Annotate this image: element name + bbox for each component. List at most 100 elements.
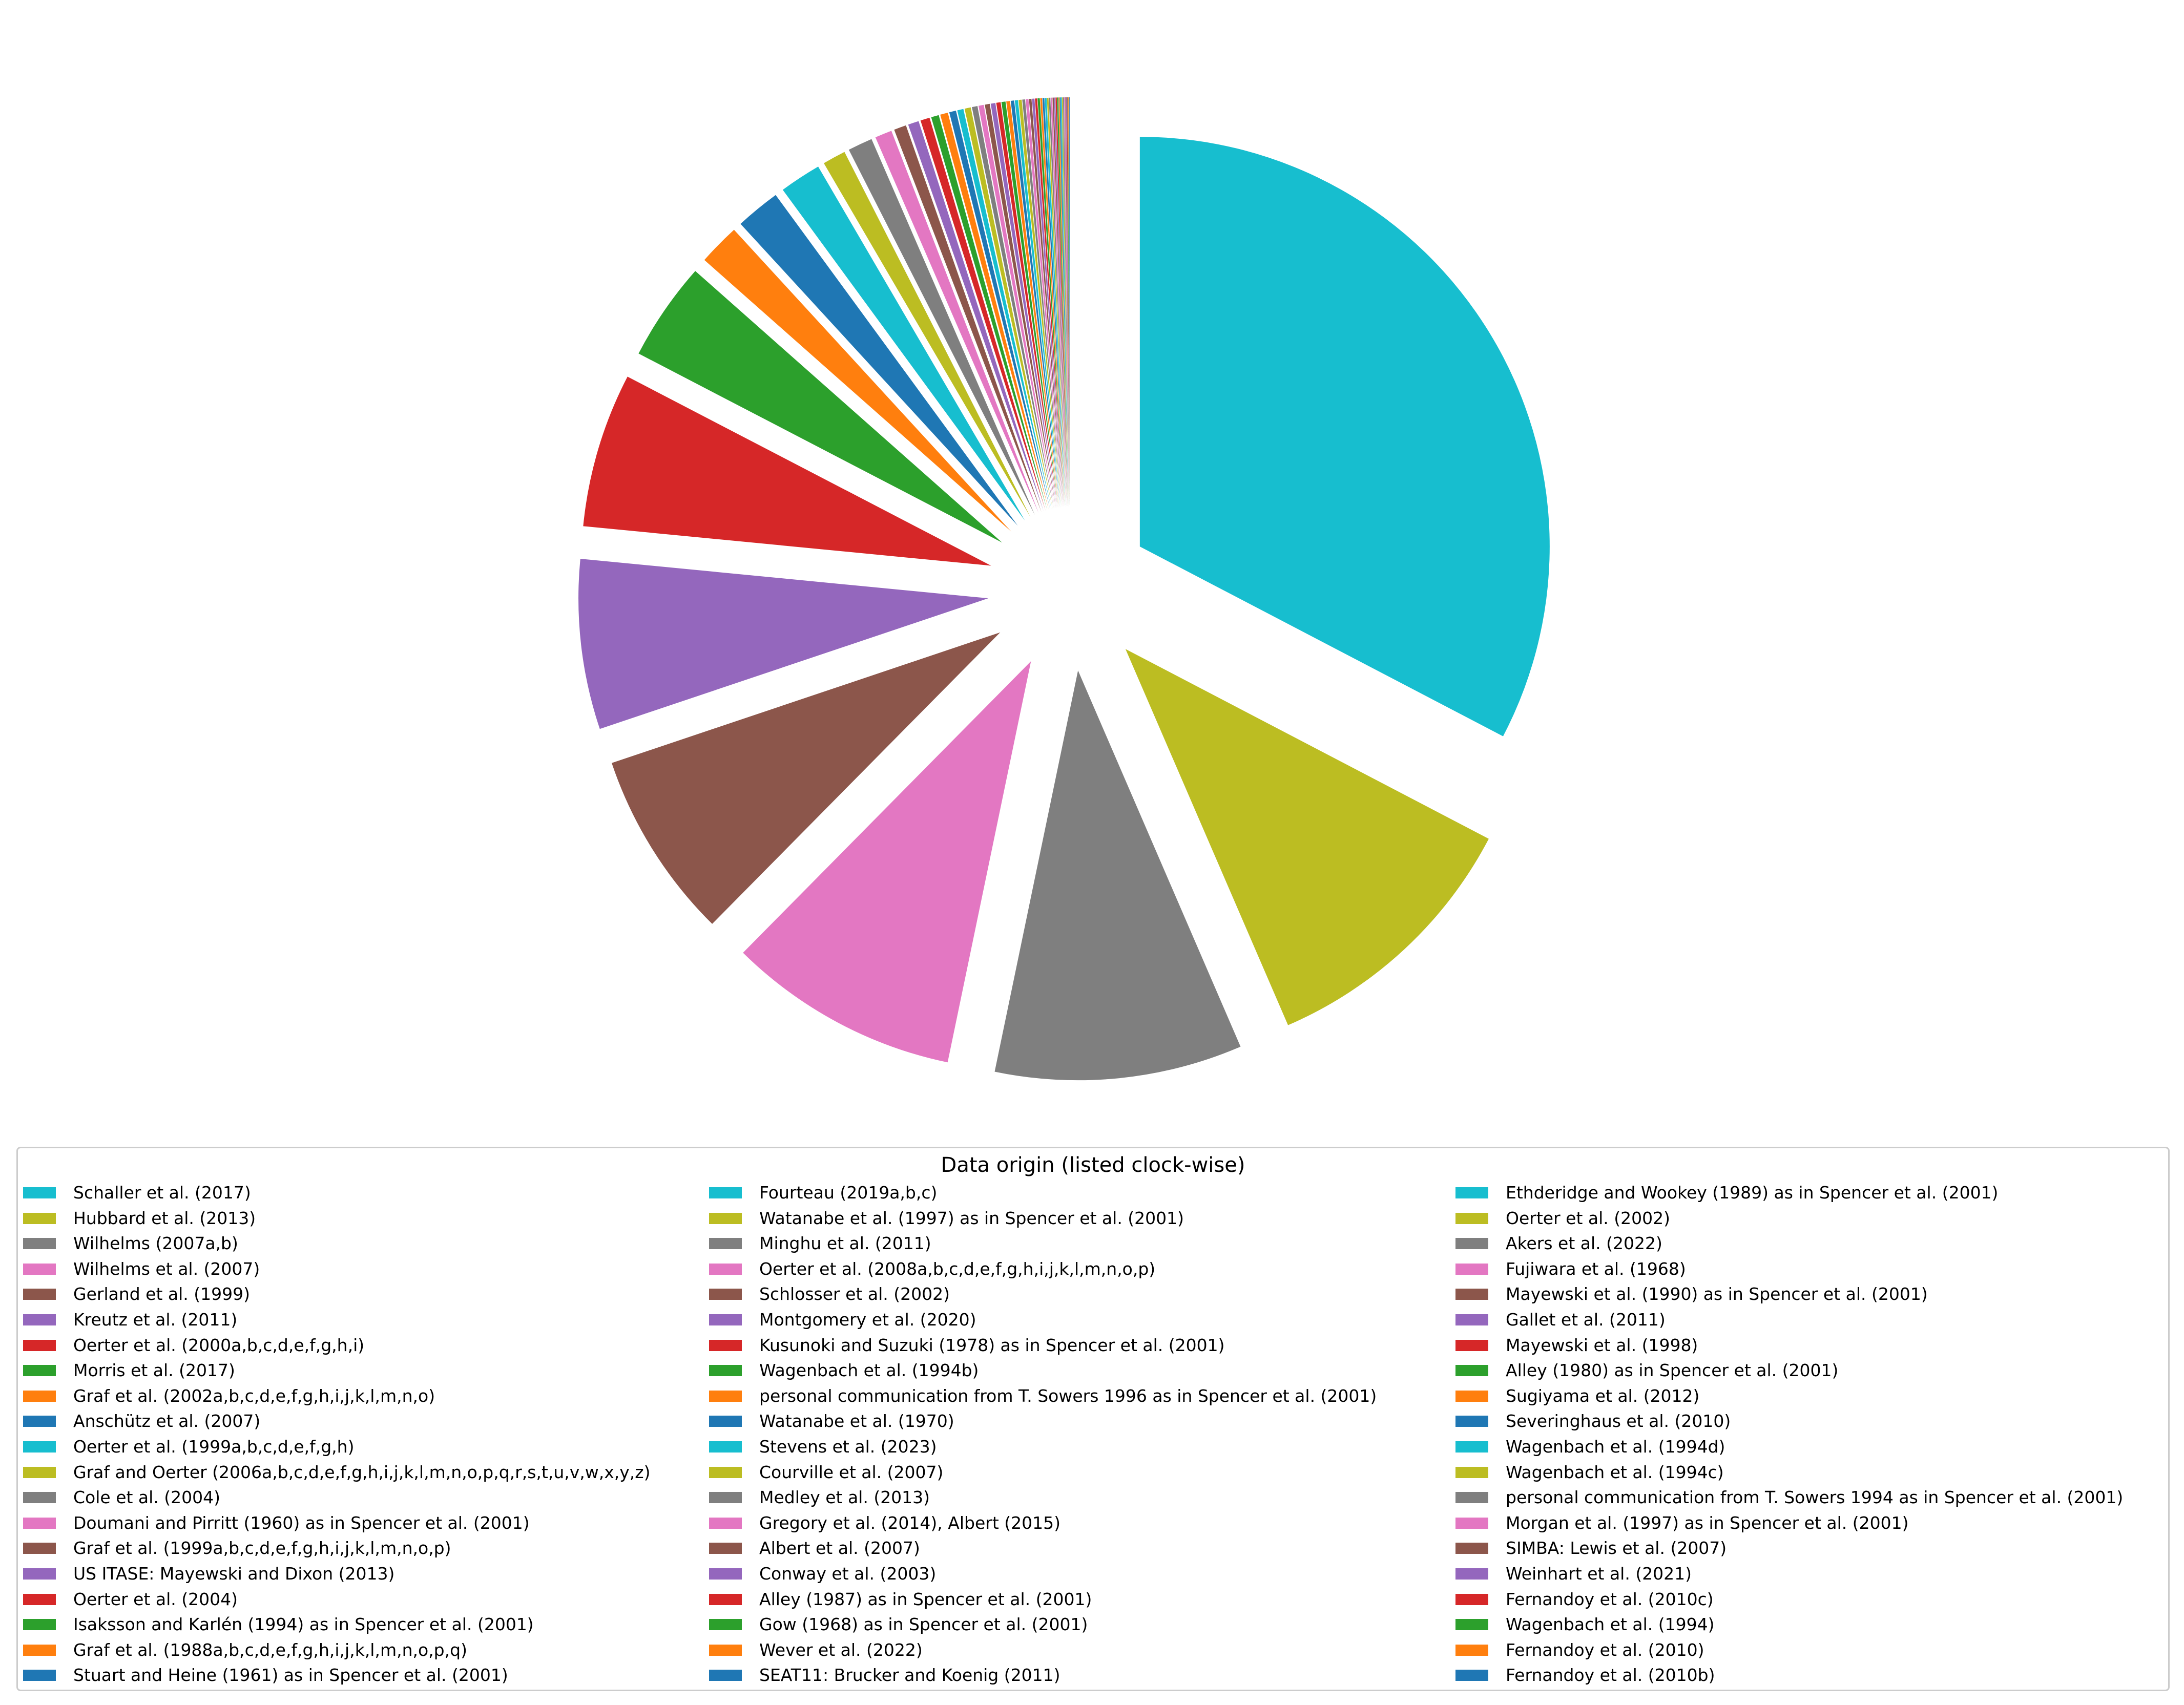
- legend-label: Conway et al. (2003): [759, 1564, 937, 1584]
- legend-item: Graf et al. (1988a,b,c,d,e,f,g,h,i,j,k,l…: [23, 1638, 761, 1664]
- legend-swatch: [1455, 1670, 1488, 1681]
- pie-slice: [1040, 98, 1065, 508]
- legend-swatch: [23, 1441, 56, 1453]
- legend-label: Minghu et al. (2011): [759, 1233, 931, 1254]
- legend-label: Hubbard et al. (2013): [73, 1208, 256, 1228]
- legend-swatch: [709, 1517, 742, 1529]
- legend-item: Wilhelms (2007a,b): [23, 1232, 761, 1257]
- pie-slice: [1068, 97, 1070, 508]
- pie-slice: [1125, 649, 1489, 1025]
- legend-label: Sugiyama et al. (2012): [1506, 1385, 1700, 1406]
- pie-slice: [638, 271, 1003, 543]
- legend-label: Schlosser et al. (2002): [759, 1284, 950, 1304]
- legend-swatch: [709, 1466, 742, 1478]
- legend-label: personal communication from T. Sowers 19…: [759, 1385, 1377, 1406]
- pie-slice: [1045, 98, 1066, 508]
- legend-item: Wever et al. (2022): [709, 1638, 1447, 1664]
- legend-label: Stevens et al. (2023): [759, 1437, 937, 1457]
- pie-slice: [1032, 98, 1064, 508]
- legend-item: SIMBA: Lewis et al. (2007): [1455, 1536, 2184, 1562]
- legend-item: Stevens et al. (2023): [709, 1435, 1447, 1461]
- pie-slice: [1050, 97, 1067, 508]
- pie-slice: [583, 376, 991, 566]
- legend-label: Albert et al. (2007): [759, 1538, 920, 1559]
- legend-label: Anschütz et al. (2007): [73, 1411, 261, 1432]
- legend-item: Wagenbach et al. (1994b): [709, 1359, 1447, 1384]
- legend-swatch: [23, 1314, 56, 1325]
- legend-swatch: [709, 1238, 742, 1250]
- pie-slice: [931, 115, 1048, 511]
- legend-label: Morgan et al. (1997) as in Spencer et al…: [1506, 1512, 1909, 1533]
- pie-slice: [1010, 100, 1060, 508]
- legend-swatch: [709, 1441, 742, 1453]
- legend-label: Severinghaus et al. (2010): [1506, 1411, 1731, 1432]
- legend-item: Ethderidge and Wookey (1989) as in Spenc…: [1455, 1181, 2184, 1207]
- legend-item: Oerter et al. (2002): [1455, 1207, 2184, 1232]
- pie-slice: [1064, 97, 1069, 508]
- legend-swatch: [23, 1466, 56, 1478]
- pie-slice: [1054, 97, 1068, 508]
- legend-swatch: [23, 1644, 56, 1656]
- pie-slice: [743, 661, 1031, 1063]
- legend-item: Watanabe et al. (1997) as in Spencer et …: [709, 1207, 1447, 1232]
- legend-swatch: [709, 1644, 742, 1656]
- legend-item: Medley et al. (2013): [709, 1486, 1447, 1511]
- legend-swatch: [1455, 1365, 1488, 1377]
- legend-swatch: [23, 1517, 56, 1529]
- pie-slice: [1139, 137, 1550, 736]
- pie-slice: [1022, 99, 1063, 508]
- pie-slice: [908, 121, 1044, 512]
- legend-swatch: [1455, 1289, 1488, 1300]
- legend-swatch: [23, 1492, 56, 1504]
- legend-item: Morris et al. (2017): [23, 1359, 761, 1384]
- legend-swatch: [23, 1339, 56, 1351]
- pie-slice: [1001, 101, 1059, 508]
- legend-swatch: [23, 1187, 56, 1198]
- legend-swatch: [23, 1568, 56, 1580]
- legend-label: Wagenbach et al. (1994d): [1506, 1437, 1725, 1457]
- legend-item: Watanabe et al. (1970): [709, 1409, 1447, 1435]
- legend-label: Gow (1968) as in Spencer et al. (2001): [759, 1614, 1088, 1635]
- legend-label: Wagenbach et al. (1994): [1506, 1614, 1715, 1635]
- legend-label: Schaller et al. (2017): [73, 1183, 251, 1203]
- legend-swatch: [23, 1543, 56, 1554]
- legend-swatch: [23, 1212, 56, 1224]
- legend-swatch: [1455, 1593, 1488, 1605]
- legend-label: Kreutz et al. (2011): [73, 1310, 238, 1330]
- legend-label: Isaksson and Karlén (1994) as in Spencer…: [73, 1614, 534, 1635]
- legend-swatch: [1455, 1441, 1488, 1453]
- pie-slice: [1059, 97, 1068, 508]
- legend-swatch: [1455, 1543, 1488, 1554]
- legend-label: Graf et al. (1988a,b,c,d,e,f,g,h,i,j,k,l…: [73, 1639, 467, 1660]
- pie-slice: [1057, 97, 1068, 508]
- legend-swatch: [1455, 1212, 1488, 1224]
- legend-swatch: [23, 1263, 56, 1275]
- legend-swatch: [23, 1416, 56, 1427]
- legend-label: Graf et al. (1999a,b,c,d,e,f,g,h,i,j,k,l…: [73, 1538, 451, 1559]
- pie-slice: [1058, 97, 1068, 508]
- pie-slice: [1062, 97, 1069, 508]
- legend-item: Fujiwara et al. (1968): [1455, 1257, 2184, 1283]
- pie-slice: [1052, 97, 1067, 508]
- pie-slice: [578, 558, 989, 729]
- legend-label: Doumani and Pirritt (1960) as in Spencer…: [73, 1512, 530, 1533]
- legend-swatch: [709, 1416, 742, 1427]
- legend-item: US ITASE: Mayewski and Dixon (2013): [23, 1562, 761, 1588]
- pie-slice: [972, 106, 1054, 509]
- legend-swatch: [1455, 1314, 1488, 1325]
- legend-label: Fernandoy et al. (2010): [1506, 1639, 1704, 1660]
- pie-slice: [1006, 101, 1059, 508]
- legend-label: Gerland et al. (1999): [73, 1284, 251, 1304]
- legend-label: Montgomery et al. (2020): [759, 1310, 976, 1330]
- legend-label: Weinhart et al. (2021): [1506, 1564, 1692, 1584]
- legend-label: personal communication from T. Sowers 19…: [1506, 1487, 2124, 1508]
- legend-item: Wilhelms et al. (2007): [23, 1257, 761, 1283]
- legend-swatch: [1455, 1517, 1488, 1529]
- legend-swatch: [1455, 1466, 1488, 1478]
- legend-item: Akers et al. (2022): [1455, 1232, 2184, 1257]
- legend-swatch: [1455, 1238, 1488, 1250]
- legend-item: Oerter et al. (1999a,b,c,d,e,f,g,h): [23, 1435, 761, 1461]
- pie-slice: [1018, 99, 1062, 508]
- pie-slice: [1037, 98, 1065, 508]
- legend-item: personal communication from T. Sowers 19…: [1455, 1486, 2184, 1511]
